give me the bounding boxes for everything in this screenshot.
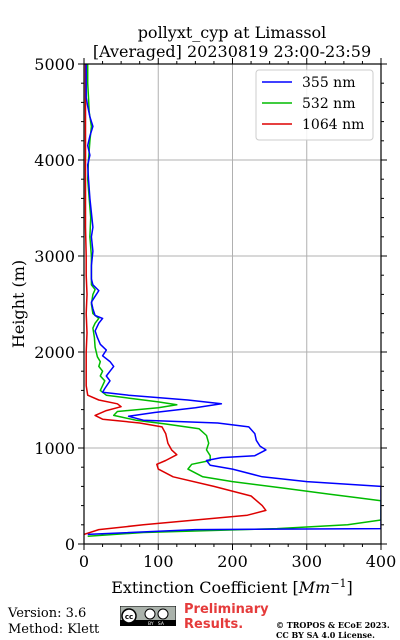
x-tick-label: 0 xyxy=(79,552,89,571)
preliminary-line-2: Results. xyxy=(184,617,244,632)
x-tick-label: 400 xyxy=(366,552,397,571)
version-text: Version: 3.6 xyxy=(8,606,87,621)
y-tick-label: 1000 xyxy=(34,439,75,458)
x-tick-label: 100 xyxy=(143,552,174,571)
chart-title: pollyxt_cyp at Limassol xyxy=(138,23,327,42)
copyright-line-1: © TROPOS & ECoE 2023. xyxy=(276,620,390,630)
legend-label: 355 nm xyxy=(302,75,355,91)
method-text: Method: Klett xyxy=(8,622,100,637)
preliminary-results-note: Preliminary Results. xyxy=(184,602,269,632)
y-tick-label: 5000 xyxy=(34,55,75,74)
chart-legend: 355 nm 532 nm 1064 nm xyxy=(255,69,374,141)
svg-text:BY SA: BY SA xyxy=(148,621,165,626)
plot-lines xyxy=(84,64,381,538)
preliminary-line-1: Preliminary xyxy=(184,602,269,617)
legend-label: 1064 nm xyxy=(302,117,364,133)
y-axis-label: Height (m) xyxy=(9,260,28,348)
x-axis-label: Extinction Coefficient [Mm−1] xyxy=(111,577,353,597)
chart-subtitle: [Averaged] 20230819 23:00-23:59 xyxy=(93,42,371,61)
legend-label: 532 nm xyxy=(302,96,355,112)
series-line-1064-nm xyxy=(84,64,267,536)
series-line-355-nm xyxy=(85,64,381,536)
y-tick-label: 3000 xyxy=(34,247,75,266)
copyright-line-2: CC BY SA 4.0 License. xyxy=(276,630,375,640)
copyright-note: © TROPOS & ECoE 2023. CC BY SA 4.0 Licens… xyxy=(276,620,390,640)
svg-text:cc: cc xyxy=(125,613,133,621)
lidar-profile-chart: pollyxt_cyp at Limassol [Averaged] 20230… xyxy=(9,23,396,597)
series-line-532-nm xyxy=(86,64,381,538)
x-tick-label: 200 xyxy=(217,552,248,571)
y-tick-label: 2000 xyxy=(34,343,75,362)
y-tick-label: 4000 xyxy=(34,151,75,170)
x-tick-label: 300 xyxy=(291,552,322,571)
y-tick-label: 0 xyxy=(65,535,75,554)
cc-license-badge: cc BY SA xyxy=(120,606,176,626)
legend-box xyxy=(255,69,374,141)
